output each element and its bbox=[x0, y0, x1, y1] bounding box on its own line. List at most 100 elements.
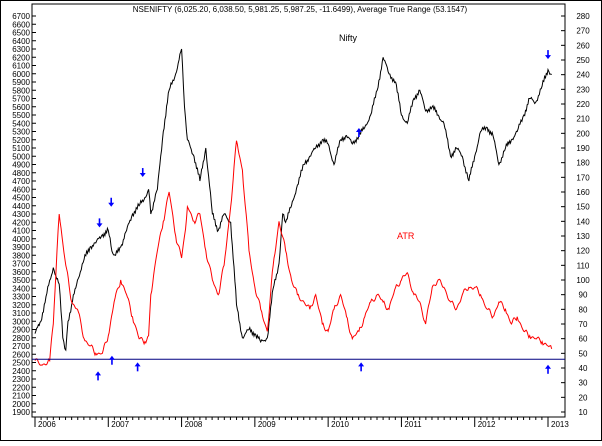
left-tick-label: 3600 bbox=[12, 268, 30, 277]
left-axis: 1900200021002200230024002500260027002800… bbox=[12, 12, 36, 417]
left-tick-label: 5800 bbox=[12, 86, 30, 95]
left-tick-label: 2900 bbox=[12, 326, 30, 335]
x-tick-label: 2007 bbox=[111, 420, 129, 429]
left-tick-label: 2100 bbox=[12, 392, 30, 401]
left-tick-label: 4100 bbox=[12, 227, 30, 236]
left-tick-label: 2800 bbox=[12, 334, 30, 343]
right-tick-label: 150 bbox=[576, 203, 590, 212]
left-tick-label: 2000 bbox=[12, 400, 30, 409]
left-tick-label: 1900 bbox=[12, 408, 30, 417]
nifty-series-label: Nifty bbox=[339, 33, 358, 43]
right-tick-label: 80 bbox=[579, 305, 588, 314]
left-tick-label: 4600 bbox=[12, 185, 30, 194]
left-tick-label: 4700 bbox=[12, 177, 30, 186]
left-tick-label: 3300 bbox=[12, 293, 30, 302]
left-tick-label: 6100 bbox=[12, 62, 30, 71]
left-tick-label: 4000 bbox=[12, 235, 30, 244]
right-tick-label: 190 bbox=[576, 144, 590, 153]
left-tick-label: 4300 bbox=[12, 210, 30, 219]
atr-series-label: ATR bbox=[397, 231, 415, 241]
right-tick-label: 140 bbox=[576, 217, 590, 226]
x-tick-label: 2008 bbox=[185, 420, 203, 429]
left-tick-label: 2200 bbox=[12, 383, 30, 392]
right-tick-label: 160 bbox=[576, 188, 590, 197]
left-tick-label: 3000 bbox=[12, 317, 30, 326]
down-arrow-marker bbox=[96, 218, 103, 228]
left-tick-label: 2600 bbox=[12, 350, 30, 359]
down-arrow-marker bbox=[139, 168, 146, 178]
up-arrow-marker bbox=[95, 371, 102, 381]
right-tick-label: 110 bbox=[577, 261, 590, 270]
right-tick-label: 170 bbox=[576, 173, 590, 182]
left-tick-label: 3900 bbox=[12, 243, 30, 252]
left-tick-label: 5600 bbox=[12, 103, 30, 112]
right-tick-label: 260 bbox=[576, 41, 590, 50]
left-tick-label: 5200 bbox=[12, 136, 30, 145]
down-arrow-marker bbox=[545, 50, 551, 60]
series-layer bbox=[32, 48, 565, 366]
right-tick-label: 90 bbox=[579, 291, 588, 300]
x-tick-label: 2011 bbox=[404, 420, 422, 429]
left-tick-label: 2400 bbox=[12, 367, 30, 376]
left-tick-label: 4800 bbox=[12, 169, 30, 178]
left-tick-label: 3500 bbox=[12, 276, 30, 285]
right-tick-label: 280 bbox=[576, 12, 590, 21]
nifty-series-line bbox=[34, 48, 552, 352]
right-tick-label: 230 bbox=[576, 85, 590, 94]
right-tick-label: 120 bbox=[576, 247, 590, 256]
left-tick-label: 4900 bbox=[12, 161, 30, 170]
left-tick-label: 3100 bbox=[12, 309, 30, 318]
right-tick-label: 30 bbox=[579, 379, 588, 388]
up-arrow-marker bbox=[355, 128, 362, 138]
left-tick-label: 2500 bbox=[12, 359, 30, 368]
right-tick-label: 50 bbox=[579, 349, 588, 358]
right-tick-label: 70 bbox=[579, 320, 588, 329]
x-axis: 2006 2007 2008 2009 2010 2011 2012 2013 bbox=[34, 417, 569, 429]
up-arrow-marker bbox=[108, 355, 115, 365]
x-tick-label: 2009 bbox=[258, 420, 276, 429]
left-tick-label: 3200 bbox=[12, 301, 30, 310]
right-tick-label: 60 bbox=[579, 335, 588, 344]
left-tick-label: 6700 bbox=[12, 12, 30, 21]
left-tick-label: 5000 bbox=[12, 152, 30, 161]
left-tick-label: 6500 bbox=[12, 29, 30, 38]
left-tick-label: 5300 bbox=[12, 128, 30, 137]
chart-title: NSENIFTY (6,025.20, 6,038.50, 5,981.25, … bbox=[133, 5, 468, 14]
left-tick-label: 3700 bbox=[12, 260, 30, 269]
right-tick-label: 180 bbox=[576, 159, 590, 168]
left-tick-label: 4500 bbox=[12, 194, 30, 203]
right-tick-label: 100 bbox=[576, 276, 590, 285]
left-tick-label: 5900 bbox=[12, 78, 30, 87]
left-tick-label: 4200 bbox=[12, 218, 30, 227]
down-arrow-marker bbox=[108, 197, 115, 207]
atr-series-line bbox=[34, 140, 553, 366]
up-arrow-marker bbox=[545, 364, 551, 374]
right-tick-label: 10 bbox=[579, 408, 588, 417]
left-tick-label: 6200 bbox=[12, 53, 30, 62]
left-tick-label: 2300 bbox=[12, 375, 30, 384]
left-tick-label: 4400 bbox=[12, 202, 30, 211]
right-tick-label: 240 bbox=[576, 71, 590, 80]
left-tick-label: 5400 bbox=[12, 119, 30, 128]
left-tick-label: 6300 bbox=[12, 45, 30, 54]
left-tick-label: 6600 bbox=[12, 20, 30, 29]
left-tick-label: 6400 bbox=[12, 37, 30, 46]
up-arrow-marker bbox=[134, 362, 141, 372]
right-tick-label: 250 bbox=[576, 56, 590, 65]
right-tick-label: 20 bbox=[579, 393, 588, 402]
left-tick-label: 5700 bbox=[12, 95, 30, 104]
left-tick-label: 5100 bbox=[12, 144, 30, 153]
x-tick-label: 2010 bbox=[331, 420, 349, 429]
right-tick-label: 220 bbox=[576, 100, 590, 109]
left-tick-label: 6000 bbox=[12, 70, 30, 79]
up-arrow-marker bbox=[358, 362, 365, 372]
right-tick-label: 130 bbox=[576, 232, 590, 241]
x-tick-label: 2013 bbox=[551, 420, 569, 429]
left-tick-label: 3400 bbox=[12, 284, 30, 293]
right-tick-label: 40 bbox=[579, 364, 588, 373]
right-tick-label: 200 bbox=[576, 129, 590, 138]
right-tick-label: 210 bbox=[576, 115, 590, 124]
right-tick-label: 270 bbox=[576, 27, 590, 36]
